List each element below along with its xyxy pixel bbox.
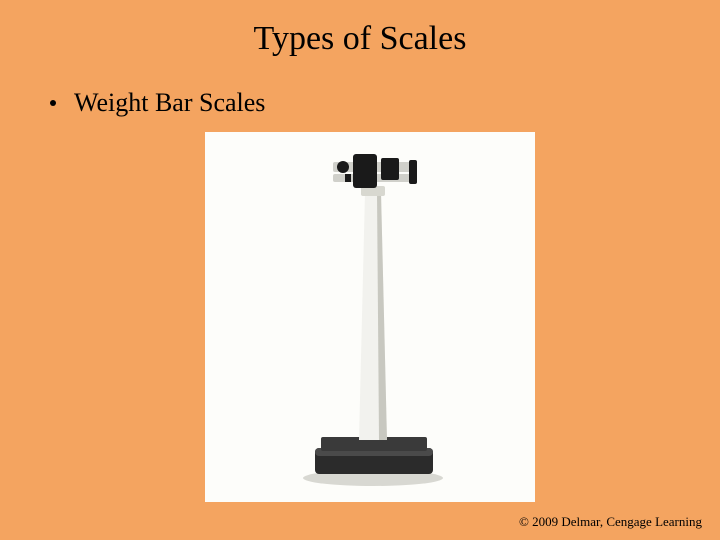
bullet-text: Weight Bar Scales — [74, 88, 265, 118]
bullet-dot-icon — [50, 100, 56, 106]
slide-title: Types of Scales — [0, 0, 720, 58]
scale-image — [205, 132, 535, 502]
weight-bar-scale-icon — [205, 132, 535, 502]
copyright-text: © 2009 Delmar, Cengage Learning — [519, 514, 702, 530]
bullet-list: Weight Bar Scales — [0, 58, 720, 118]
bullet-item: Weight Bar Scales — [50, 88, 720, 118]
